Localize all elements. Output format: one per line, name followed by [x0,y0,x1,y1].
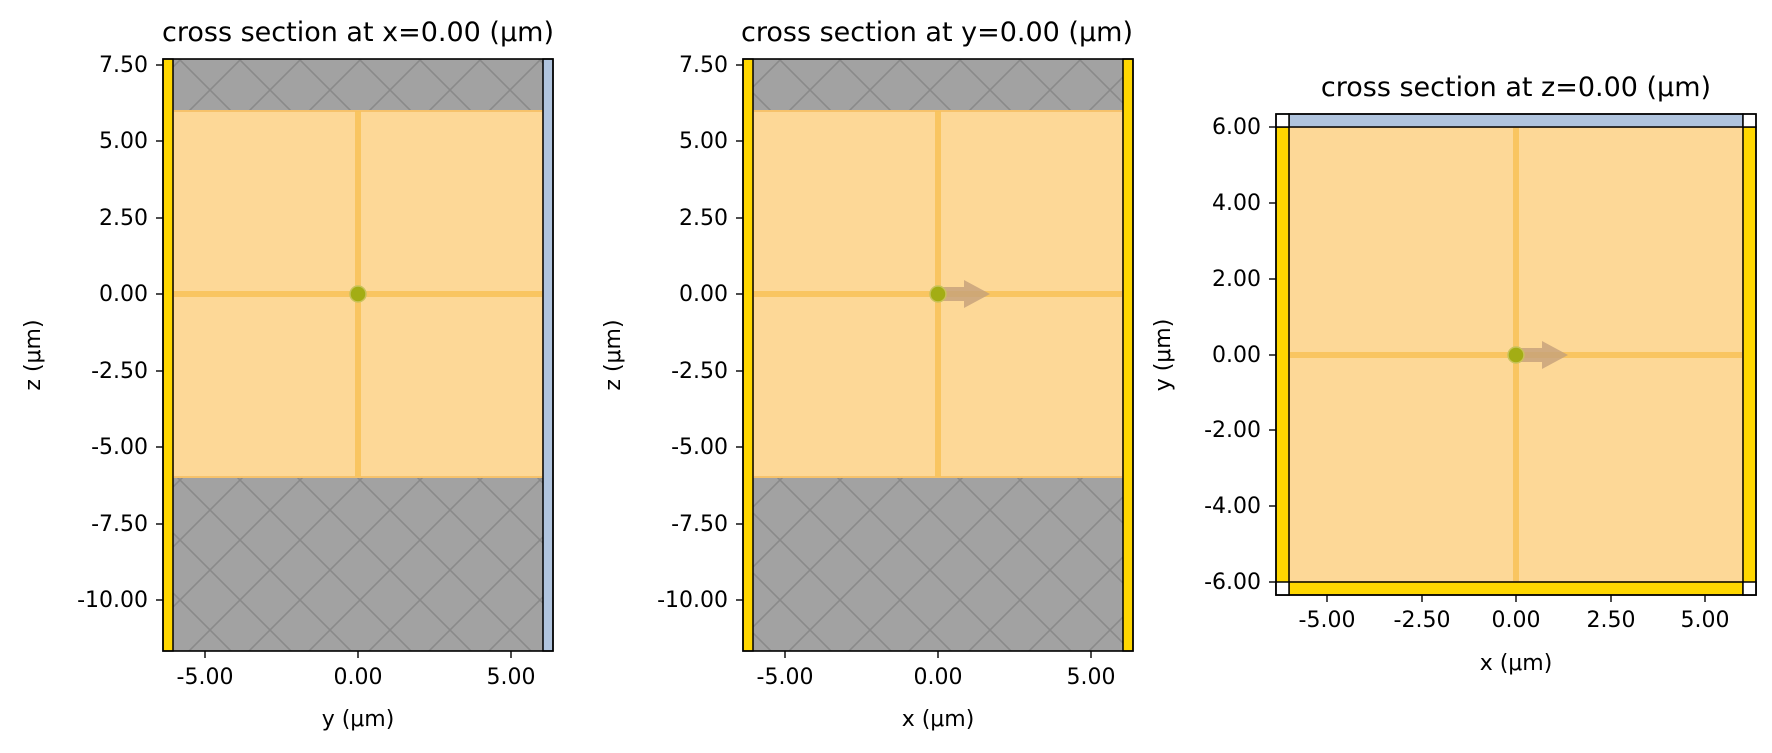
panel1-ytick-label: -2.50 [91,359,148,384]
panel3-ytick-label: -2.00 [1204,418,1261,443]
panel3-source-point [1507,346,1525,364]
panel3-title: cross section at z=0.00 (μm) [1321,72,1711,103]
panel2-ytick-label: -5.00 [671,435,728,460]
panel2-source-point [929,285,947,303]
panel2-hatch-bottom [743,477,1133,651]
panel3-corner-bottom-left [1275,581,1290,596]
panel3-ytick-label: -6.00 [1204,570,1261,595]
panel1-y-ticks: 7.50 5.00 2.50 0.00 -2.50 -5.00 -7.50 -1… [77,53,163,613]
panel1-ytick-label: -10.00 [77,588,148,613]
panel1-hatch-top [163,59,553,111]
panel1-x-ticks: -5.00 0.00 5.00 [177,651,536,690]
panel2-ytick-label: 7.50 [679,53,728,78]
panel3-xtick-label: 0.00 [1492,608,1541,633]
panel2-source-arrow [938,280,990,308]
panel1-ytick-label: 5.00 [99,129,148,154]
panel3-xtick-label: 2.50 [1587,608,1636,633]
panel1-xtick-label: 5.00 [487,665,536,690]
panel-z-section: cross section at z=0.00 (μm) 6.00 4.00 2… [1151,72,1757,676]
panel3-ylabel: y (μm) [1151,319,1176,392]
panel3-ytick-label: 2.00 [1212,267,1261,292]
panel3-xtick-label: 5.00 [1681,608,1730,633]
panel3-corner-bottom-right [1742,581,1757,596]
panel2-hatch-top [743,59,1133,111]
panel3-corner-top-left [1275,113,1290,128]
panel2-ytick-label: 2.50 [679,206,728,231]
panel2-x-ticks: -5.00 0.00 5.00 [757,651,1116,690]
panel3-source-arrow [1516,341,1568,369]
panel3-plot [1275,113,1757,596]
panel2-ytick-label: -10.00 [657,588,728,613]
panel1-hatch-bottom [163,477,553,651]
panel3-x-ticks: -5.00 -2.50 0.00 2.50 5.00 [1299,595,1730,633]
panel1-source-point [349,285,367,303]
panel3-y-ticks: 6.00 4.00 2.00 0.00 -2.00 -4.00 -6.00 [1204,115,1276,595]
panel3-ytick-label: -4.00 [1204,494,1261,519]
panel2-title: cross section at y=0.00 (μm) [741,17,1133,48]
panel3-ytick-label: 4.00 [1212,191,1261,216]
panel3-bottom-boundary [1288,581,1744,596]
panel2-ytick-label: 0.00 [679,282,728,307]
panel1-ytick-label: 0.00 [99,282,148,307]
panel2-xlabel: x (μm) [902,707,975,732]
panel3-xlabel: x (μm) [1480,651,1553,676]
panel2-xtick-label: -5.00 [757,665,814,690]
panel3-ytick-label: 6.00 [1212,115,1261,140]
panel2-left-boundary [742,58,754,652]
panel1-ytick-label: 7.50 [99,53,148,78]
panel-y-section: cross section at y=0.00 (μm) 7.50 5.00 2… [601,17,1134,732]
panel1-ytick-label: -7.50 [91,512,148,537]
panel1-left-boundary [162,58,174,652]
panel3-xtick-label: -2.50 [1394,608,1451,633]
panel2-right-boundary [1122,58,1134,652]
panel1-ytick-label: 2.50 [99,206,148,231]
panel2-ytick-label: -2.50 [671,359,728,384]
panel3-corner-top-right [1742,113,1757,128]
panel2-ytick-label: -7.50 [671,512,728,537]
panel2-ytick-label: 5.00 [679,129,728,154]
panel2-plot [742,58,1134,652]
panel3-xtick-label: -5.00 [1299,608,1356,633]
panel3-right-boundary [1742,126,1757,596]
panel2-xtick-label: 0.00 [914,665,963,690]
panel1-xlabel: y (μm) [322,707,395,732]
panel2-ylabel: z (μm) [601,319,626,390]
panel2-xtick-label: 5.00 [1067,665,1116,690]
panel1-right-boundary [542,58,554,652]
panel-x-section: cross section at x=0.00 (μm) 7.50 5.00 2… [21,17,554,732]
panel1-xtick-label: -5.00 [177,665,234,690]
panel1-xtick-label: 0.00 [334,665,383,690]
panel3-top-boundary [1288,113,1744,128]
panel3-ytick-label: 0.00 [1212,343,1261,368]
panel2-y-ticks: 7.50 5.00 2.50 0.00 -2.50 -5.00 -7.50 -1… [657,53,743,613]
panel1-title: cross section at x=0.00 (μm) [162,17,554,48]
panel1-plot [162,58,554,652]
panel1-ytick-label: -5.00 [91,435,148,460]
panel1-ylabel: z (μm) [21,319,46,390]
panel3-left-boundary [1275,126,1290,596]
